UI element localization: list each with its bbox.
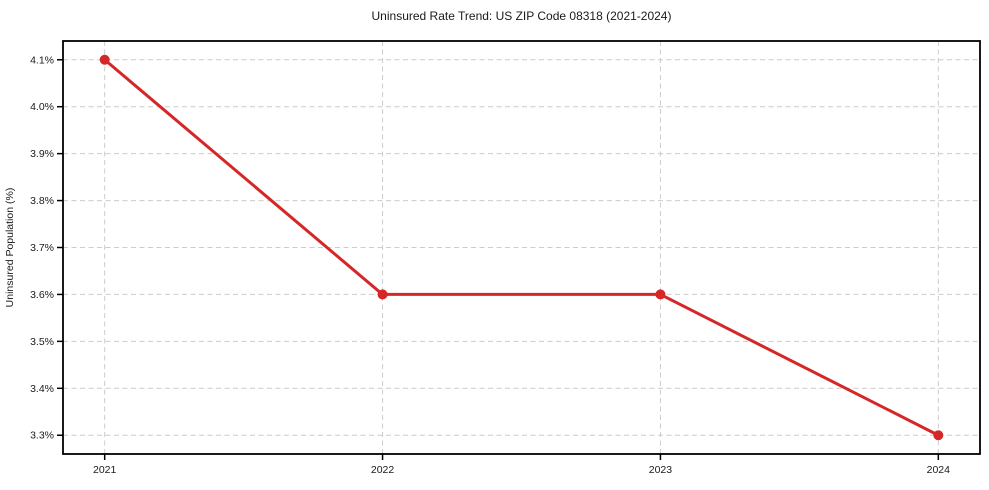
y-tick-label: 3.8%	[30, 195, 54, 207]
x-tick-label: 2022	[371, 464, 395, 476]
y-tick-label: 3.4%	[30, 383, 54, 395]
trend-line	[103, 58, 940, 437]
y-tick-label: 3.5%	[30, 336, 54, 348]
y-tick-label: 4.0%	[30, 101, 54, 113]
data-point-2023	[655, 289, 666, 300]
x-tick-label: 2023	[649, 464, 673, 476]
y-tick-label: 3.3%	[30, 430, 54, 442]
data-point-2024	[933, 430, 944, 441]
chart-title: Uninsured Rate Trend: US ZIP Code 08318 …	[371, 9, 672, 23]
x-tick-label: 2024	[927, 464, 951, 476]
data-point-2021	[99, 54, 110, 65]
x-tick-label: 2021	[93, 464, 117, 476]
y-axis-title: Uninsured Population (%)	[4, 188, 16, 308]
data-point-2022	[377, 289, 388, 300]
y-tick-label: 3.6%	[30, 289, 54, 301]
y-tick-label: 3.7%	[30, 242, 54, 254]
y-tick-label: 4.1%	[30, 54, 54, 66]
y-tick-label: 3.9%	[30, 148, 54, 160]
plot-border	[62, 40, 981, 455]
